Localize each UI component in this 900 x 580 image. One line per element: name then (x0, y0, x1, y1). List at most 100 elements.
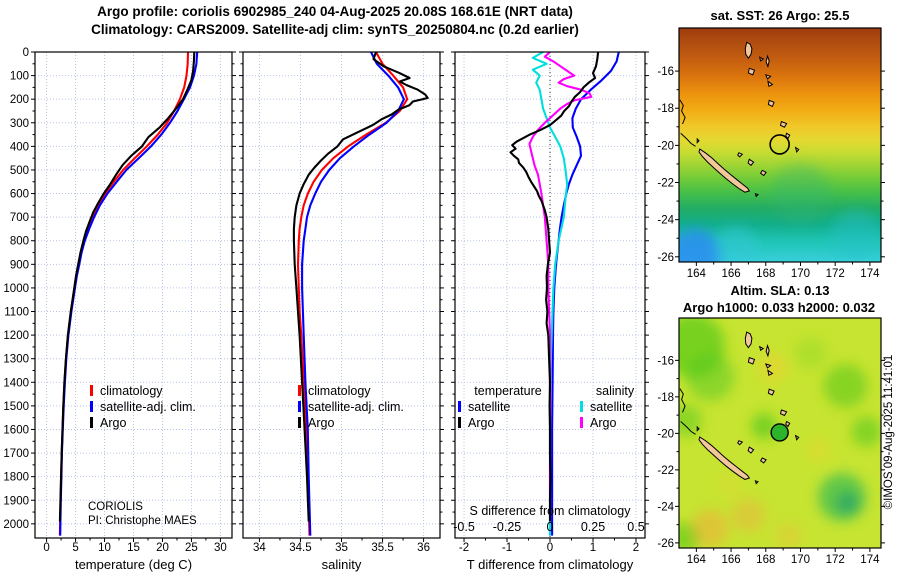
svg-text:200: 200 (10, 94, 29, 106)
svg-text:166: 166 (721, 554, 740, 566)
satellite-line-swatch (298, 401, 301, 412)
svg-text:1800: 1800 (3, 472, 29, 484)
t-difference-legend: temperature satellite Argo (458, 383, 558, 431)
satellite-line-swatch (90, 401, 93, 412)
svg-text:172: 172 (826, 554, 845, 566)
svg-text:35.5: 35.5 (371, 542, 393, 554)
svg-text:500: 500 (10, 165, 29, 177)
svg-text:174: 174 (860, 268, 880, 280)
imos-watermark: ©IMOS 09-Aug-2025 11:41:01 (883, 354, 895, 510)
svg-text:900: 900 (10, 259, 29, 271)
argo-line-swatch (90, 417, 93, 428)
svg-text:0: 0 (547, 520, 554, 534)
svg-text:0: 0 (547, 542, 553, 554)
legend-label: Argo (308, 416, 335, 430)
svg-text:-20: -20 (657, 428, 674, 440)
svg-text:0: 0 (23, 47, 29, 59)
svg-text:-22: -22 (657, 178, 674, 190)
sla-map-title-line1: Altim. SLA: 0.13 (730, 283, 830, 298)
svg-text:-0.5: -0.5 (453, 520, 475, 534)
svg-text:300: 300 (10, 118, 29, 130)
legend-item-argo: Argo (90, 415, 196, 431)
svg-text:1600: 1600 (3, 424, 29, 436)
legend-label: climatology (308, 384, 371, 398)
legend-item-climatology: climatology (90, 383, 196, 399)
legend-label: satellite-adj. clim. (100, 400, 196, 414)
legend-item-t-argo: Argo (458, 415, 558, 431)
svg-text:20: 20 (156, 542, 169, 554)
legend-label: Argo (468, 416, 495, 430)
sla-map-title-line2: Argo h1000: 0.033 h2000: 0.032 (682, 300, 876, 315)
legend-header-salinity: salinity (595, 384, 635, 398)
svg-text:-18: -18 (657, 103, 674, 115)
svg-text:-16: -16 (657, 355, 674, 367)
svg-text:400: 400 (10, 141, 29, 153)
t-difference-axis-label: T difference from climatology (466, 557, 634, 572)
svg-text:164: 164 (687, 268, 707, 280)
svg-text:34.5: 34.5 (289, 542, 311, 554)
argo-line-swatch (458, 417, 461, 428)
temperature-axis-label: temperature (deg C) (74, 557, 193, 572)
credit-block: CORIOLIS PI: Christophe MAES (88, 500, 197, 528)
svg-text:1100: 1100 (4, 307, 29, 319)
legend-item-s-satellite: satellite (580, 399, 650, 415)
svg-text:2: 2 (633, 542, 639, 554)
svg-text:-26: -26 (657, 538, 674, 550)
legend-label: Argo (100, 416, 127, 430)
svg-text:1700: 1700 (3, 448, 29, 460)
svg-text:1300: 1300 (3, 354, 29, 366)
svg-text:168: 168 (756, 554, 775, 566)
figure-title-line2: Climatology: CARS2009. Satellite-adj cli… (91, 22, 579, 37)
svg-text:168: 168 (756, 268, 775, 280)
credit-org: CORIOLIS (88, 501, 143, 513)
legend-item-t-satellite: satellite (458, 399, 558, 415)
svg-text:10: 10 (98, 542, 111, 554)
legend-item-argo: Argo (298, 415, 404, 431)
svg-text:5: 5 (72, 542, 78, 554)
argo-salinity-line-swatch (580, 417, 583, 428)
legend-item-satellite-adj: satellite-adj. clim. (90, 399, 196, 415)
legend-label: satellite-adj. clim. (308, 400, 404, 414)
satellite-line-swatch (458, 401, 461, 412)
svg-text:30: 30 (214, 542, 227, 554)
temperature-legend: climatology satellite-adj. clim. Argo (90, 383, 196, 431)
svg-text:800: 800 (10, 236, 29, 248)
credit-pi: PI: Christophe MAES (88, 515, 197, 527)
svg-text:36: 36 (417, 542, 430, 554)
s-difference-axis-label: S difference from climatology (469, 504, 631, 518)
s-difference-legend: salinity satellite Argo (580, 383, 650, 431)
legend-item-s-argo: Argo (580, 415, 650, 431)
svg-text:34: 34 (253, 542, 266, 554)
svg-text:1: 1 (590, 542, 596, 554)
svg-text:1900: 1900 (3, 495, 29, 507)
svg-text:35: 35 (335, 542, 348, 554)
svg-text:164: 164 (687, 554, 707, 566)
svg-text:25: 25 (185, 542, 198, 554)
legend-item-satellite-adj: satellite-adj. clim. (298, 399, 404, 415)
svg-text:0.5: 0.5 (627, 520, 644, 534)
satellite-salinity-line-swatch (580, 401, 583, 412)
svg-text:1200: 1200 (3, 330, 29, 342)
legend-label: Argo (590, 416, 617, 430)
svg-text:700: 700 (10, 212, 29, 224)
svg-text:170: 170 (791, 268, 810, 280)
legend-label: satellite (590, 400, 633, 414)
svg-text:-22: -22 (657, 465, 674, 477)
svg-text:-16: -16 (657, 66, 674, 78)
svg-text:0.25: 0.25 (581, 520, 605, 534)
legend-label: satellite (468, 400, 511, 414)
sst-map-title: sat. SST: 26 Argo: 25.5 (710, 8, 850, 23)
svg-text:-1: -1 (502, 542, 512, 554)
svg-text:600: 600 (10, 189, 29, 201)
legend-item-climatology: climatology (298, 383, 404, 399)
svg-text:166: 166 (721, 268, 740, 280)
svg-text:-20: -20 (657, 140, 674, 152)
svg-text:100: 100 (10, 71, 29, 83)
svg-text:-26: -26 (657, 252, 674, 264)
salinity-legend: climatology satellite-adj. clim. Argo (298, 383, 404, 431)
svg-text:-24: -24 (657, 501, 674, 513)
legend-label: climatology (100, 384, 163, 398)
legend-header-temperature: temperature (474, 384, 542, 398)
